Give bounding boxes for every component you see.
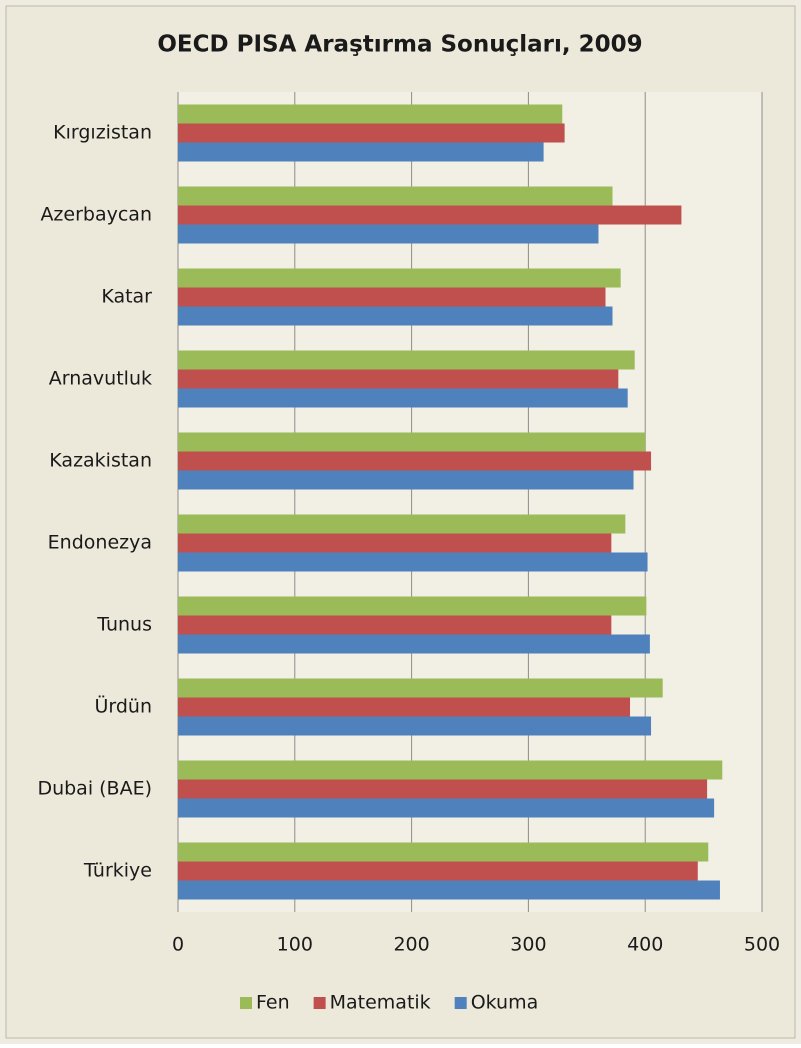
bar — [178, 268, 621, 288]
bar — [178, 514, 626, 534]
bar — [178, 104, 563, 124]
bar — [178, 678, 663, 698]
bar — [178, 350, 635, 370]
bar — [178, 369, 619, 389]
bar — [178, 697, 631, 717]
y-tick-label: Tunus — [96, 614, 152, 636]
bar — [178, 615, 612, 635]
bar — [178, 123, 565, 143]
y-tick-label: Katar — [101, 286, 152, 308]
y-tick-label: Azerbaycan — [40, 204, 152, 226]
y-tick-label: Kazakistan — [49, 450, 152, 472]
bar — [178, 451, 652, 471]
bar — [178, 205, 682, 225]
legend-label: Okuma — [471, 992, 539, 1014]
x-tick-label: 100 — [277, 934, 313, 956]
bar — [178, 533, 612, 553]
bar — [178, 224, 599, 244]
legend-swatch — [454, 997, 467, 1009]
bar — [178, 842, 709, 862]
bar — [178, 596, 647, 616]
bar — [178, 470, 634, 490]
bar — [178, 186, 613, 206]
chart-title: OECD PISA Araştırma Sonuçları, 2009 — [157, 32, 642, 58]
x-tick-label: 200 — [393, 934, 429, 956]
legend-label: Matematik — [330, 992, 431, 1014]
bar — [178, 287, 606, 307]
y-tick-label: Ürdün — [94, 695, 152, 718]
legend-swatch — [240, 997, 252, 1009]
bar — [178, 861, 698, 881]
legend-label: Fen — [256, 992, 290, 1014]
bar — [178, 880, 720, 900]
bar — [178, 306, 613, 326]
x-tick-label: 400 — [627, 934, 663, 956]
bar — [178, 142, 544, 162]
x-tick-label: 0 — [172, 934, 184, 956]
y-tick-label: Kırgızistan — [53, 122, 152, 144]
x-tick-label: 300 — [510, 934, 546, 956]
bar — [178, 779, 708, 799]
bar — [178, 388, 628, 408]
bar — [178, 798, 715, 818]
x-tick-label: 500 — [744, 934, 780, 956]
y-tick-label: Arnavutluk — [49, 368, 152, 390]
legend-swatch — [313, 997, 326, 1009]
bar — [178, 552, 648, 572]
bar — [178, 760, 723, 780]
bar — [178, 432, 646, 452]
y-tick-label: Dubai (BAE) — [37, 778, 152, 800]
y-tick-label: Endonezya — [48, 532, 152, 554]
bar — [178, 634, 650, 654]
bar — [178, 716, 652, 736]
y-tick-label: Türkiye — [83, 860, 152, 882]
